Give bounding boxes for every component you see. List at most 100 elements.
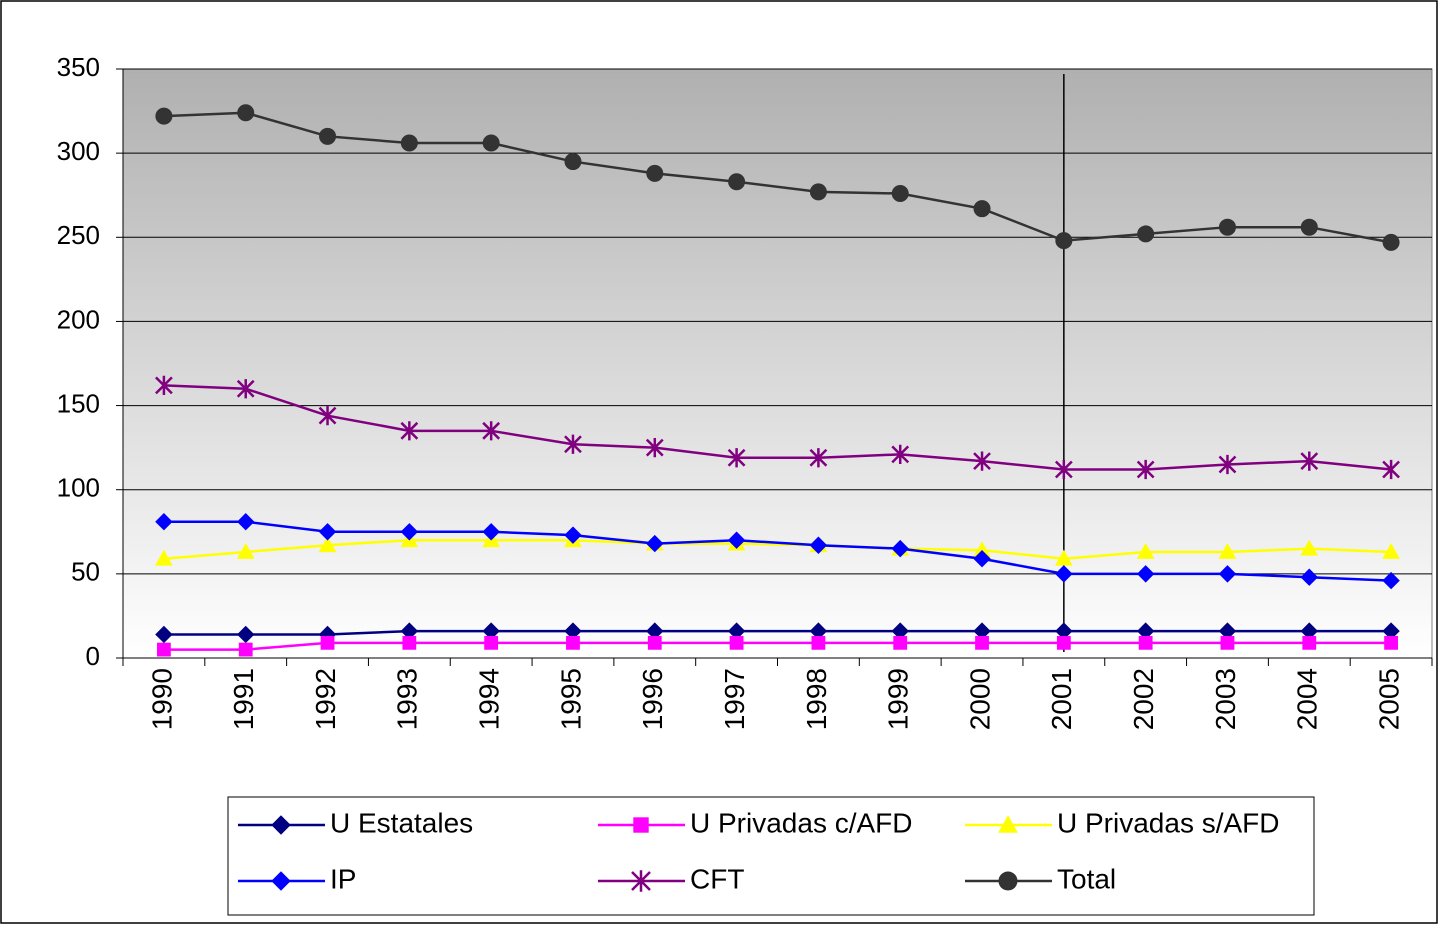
- marker: [157, 642, 171, 657]
- x-tick-label: 1992: [310, 668, 341, 730]
- marker: [566, 635, 580, 650]
- marker: [155, 107, 173, 125]
- series-line: [163, 629, 1392, 636]
- marker: [1302, 635, 1317, 650]
- marker: [1056, 635, 1071, 650]
- x-tick-label: 2000: [964, 668, 995, 730]
- y-tick-label: 300: [57, 136, 100, 166]
- legend-label: CFT: [690, 863, 744, 894]
- marker: [1218, 218, 1236, 236]
- marker: [1300, 451, 1319, 471]
- marker: [237, 104, 255, 122]
- marker: [564, 526, 582, 544]
- x-tick-label: 1997: [719, 668, 750, 730]
- marker: [998, 814, 1018, 833]
- x-tick-label: 1994: [474, 668, 505, 730]
- legend-label: U Estatales: [330, 807, 473, 838]
- y-tick-label: 350: [57, 52, 100, 82]
- marker: [1138, 635, 1153, 650]
- marker: [727, 531, 746, 549]
- legend-label: Total: [1057, 863, 1116, 894]
- marker: [893, 635, 908, 650]
- marker: [809, 536, 828, 554]
- x-tick-label: 2001: [1046, 668, 1077, 730]
- marker: [318, 523, 337, 541]
- marker: [155, 375, 173, 395]
- marker: [482, 421, 501, 441]
- marker: [271, 871, 291, 891]
- marker: [1218, 542, 1237, 559]
- y-tick-label: 100: [57, 473, 100, 503]
- marker: [482, 134, 500, 152]
- marker: [1054, 459, 1073, 480]
- series-line: [163, 111, 1392, 244]
- y-tick-label: 150: [57, 388, 100, 418]
- marker: [400, 134, 418, 152]
- marker: [400, 523, 419, 541]
- legend-box: [227, 796, 1315, 916]
- marker: [236, 379, 255, 399]
- marker: [1300, 568, 1318, 586]
- marker: [1218, 565, 1237, 583]
- marker: [1384, 635, 1398, 650]
- plot-area: [122, 68, 1433, 659]
- marker: [973, 200, 991, 218]
- marker: [729, 635, 744, 650]
- marker: [1218, 454, 1237, 475]
- marker: [646, 164, 664, 182]
- legend-label: U Privadas s/AFD: [1057, 807, 1280, 838]
- x-tick-label: 1990: [146, 668, 177, 730]
- x-tick-label: 2004: [1292, 668, 1323, 730]
- series-group: [155, 104, 1400, 657]
- marker: [484, 635, 499, 650]
- marker: [975, 635, 989, 650]
- marker: [237, 512, 255, 531]
- marker: [1136, 565, 1155, 583]
- x-tick-label: 1993: [392, 668, 423, 730]
- marker: [400, 421, 419, 441]
- marker: [1300, 218, 1318, 236]
- marker: [811, 635, 826, 650]
- marker: [728, 173, 746, 191]
- y-tick-label: 0: [86, 641, 100, 671]
- series-line: [163, 538, 1392, 560]
- x-tick-label: 2005: [1373, 668, 1404, 730]
- marker: [891, 539, 909, 558]
- series-line: [163, 384, 1392, 471]
- x-tick-label: 1995: [555, 668, 586, 730]
- marker: [1136, 459, 1155, 480]
- marker: [1382, 233, 1400, 251]
- marker: [998, 871, 1018, 891]
- marker: [1055, 565, 1073, 583]
- x-tick-label: 1996: [637, 668, 668, 730]
- marker: [973, 550, 991, 568]
- x-tick-label: 1999: [883, 668, 914, 730]
- marker: [645, 438, 664, 458]
- y-tick-label: 200: [57, 304, 100, 334]
- series-line: [163, 641, 1392, 651]
- marker: [1137, 225, 1155, 243]
- marker: [1382, 571, 1400, 590]
- x-tick-label: 2003: [1210, 668, 1241, 730]
- marker: [320, 635, 335, 650]
- marker: [237, 625, 255, 644]
- legend-label: U Privadas c/AFD: [690, 807, 913, 838]
- marker: [891, 444, 910, 464]
- marker: [1055, 232, 1073, 250]
- marker: [1054, 549, 1073, 566]
- legend-label: IP: [330, 863, 356, 894]
- y-tick-label: 250: [57, 220, 100, 250]
- marker: [633, 817, 649, 833]
- marker: [564, 153, 582, 171]
- marker: [1382, 459, 1400, 480]
- y-tick-label: 50: [71, 557, 100, 587]
- marker: [809, 448, 828, 468]
- marker: [1136, 542, 1155, 559]
- marker: [973, 451, 991, 471]
- marker: [1220, 635, 1235, 650]
- marker: [891, 185, 909, 203]
- marker: [646, 534, 664, 553]
- marker: [1300, 539, 1319, 556]
- marker: [482, 523, 500, 541]
